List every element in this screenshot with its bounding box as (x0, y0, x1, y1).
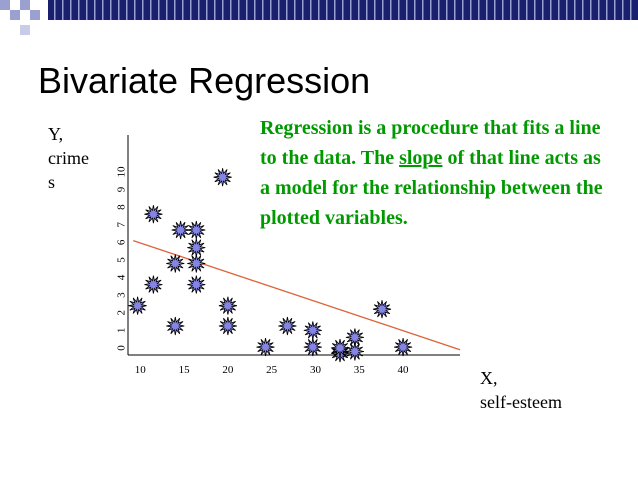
y-tick-label: 10 (116, 166, 128, 178)
x-tick-label: 30 (310, 364, 322, 376)
point (187, 220, 206, 240)
point (345, 328, 364, 347)
y-tick-label: 9 (116, 186, 128, 192)
point (144, 275, 163, 294)
slide-title: Bivariate Regression (38, 60, 371, 101)
point (128, 296, 147, 315)
point (166, 254, 185, 273)
y-tick-label: 2 (116, 310, 128, 316)
point (330, 338, 350, 358)
point (171, 220, 190, 240)
regression-line (133, 239, 461, 351)
header-decoration (0, 0, 638, 35)
point (256, 338, 275, 357)
note-link: slope (399, 147, 443, 169)
x-axis-label: X, self-esteem (480, 366, 562, 414)
x-tick-label: 35 (354, 364, 366, 376)
y-axis-label: Y, crime s (48, 122, 89, 194)
point (187, 275, 206, 294)
point (187, 254, 206, 273)
point (394, 338, 413, 357)
point (345, 342, 364, 361)
point (372, 300, 392, 319)
y-tick-label: 0 (116, 345, 128, 351)
y-tick-label: 6 (116, 239, 128, 245)
point (303, 338, 322, 357)
point (303, 321, 322, 340)
point (144, 205, 163, 224)
label-line: X, (480, 368, 498, 388)
x-tick-label: 10 (135, 364, 147, 376)
y-tick-label: 8 (116, 204, 128, 210)
label-line: s (48, 172, 56, 192)
point (218, 296, 237, 315)
label-line: Y, (48, 124, 64, 144)
note: Regression is a procedure that fits a li… (260, 113, 605, 233)
note-text: Regression is a procedure that fits a li… (260, 117, 601, 169)
y-tick-label: 4 (116, 274, 128, 280)
label-line: self-esteem (480, 392, 562, 412)
label-line: crime (48, 148, 89, 168)
point (187, 238, 206, 257)
x-tick-label: 20 (222, 364, 234, 376)
point (278, 316, 297, 336)
x-tick-label: 40 (398, 364, 410, 376)
note-text: of that line acts as a model for the rel… (260, 147, 603, 229)
y-tick-label: 3 (116, 292, 128, 298)
y-tick-label: 1 (116, 328, 128, 334)
x-tick-label: 25 (266, 364, 278, 376)
point (166, 316, 185, 336)
point (213, 168, 232, 187)
y-tick-label: 5 (116, 257, 128, 263)
y-tick-label: 7 (116, 222, 128, 228)
point (218, 316, 237, 336)
x-tick-label: 15 (179, 364, 191, 376)
